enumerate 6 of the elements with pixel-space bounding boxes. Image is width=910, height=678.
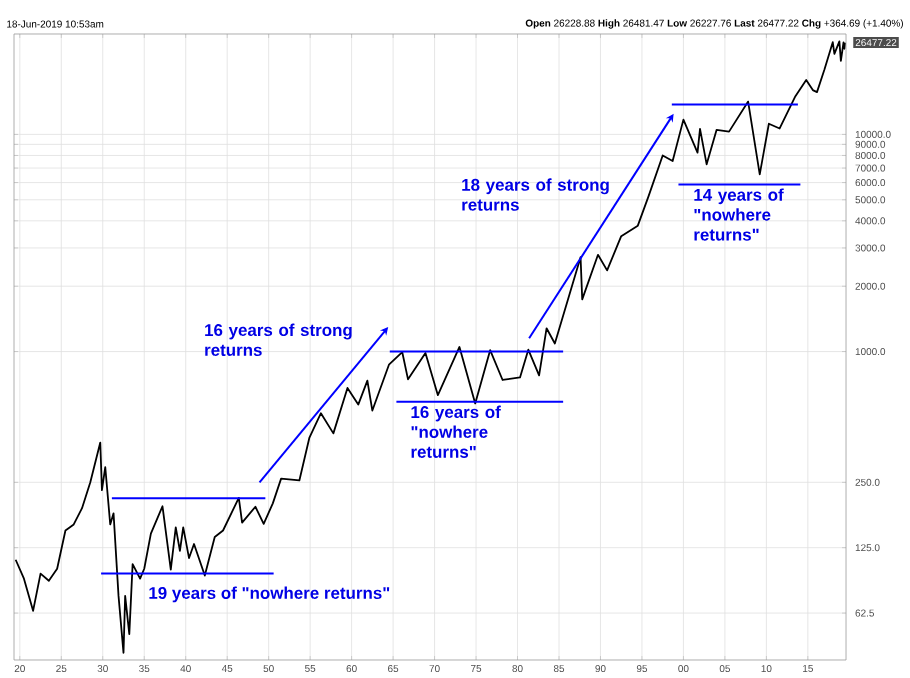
annotation: 16 years of "nowhere returns" (411, 405, 501, 458)
line-series (14, 40, 846, 654)
annotation: 18 years of strong returns (462, 178, 609, 211)
annotation: 14 years of "nowhere returns" (694, 188, 784, 241)
annotation: 16 years of strong returns (205, 323, 352, 356)
annotation: 19 years of "nowhere returns" (149, 586, 390, 603)
